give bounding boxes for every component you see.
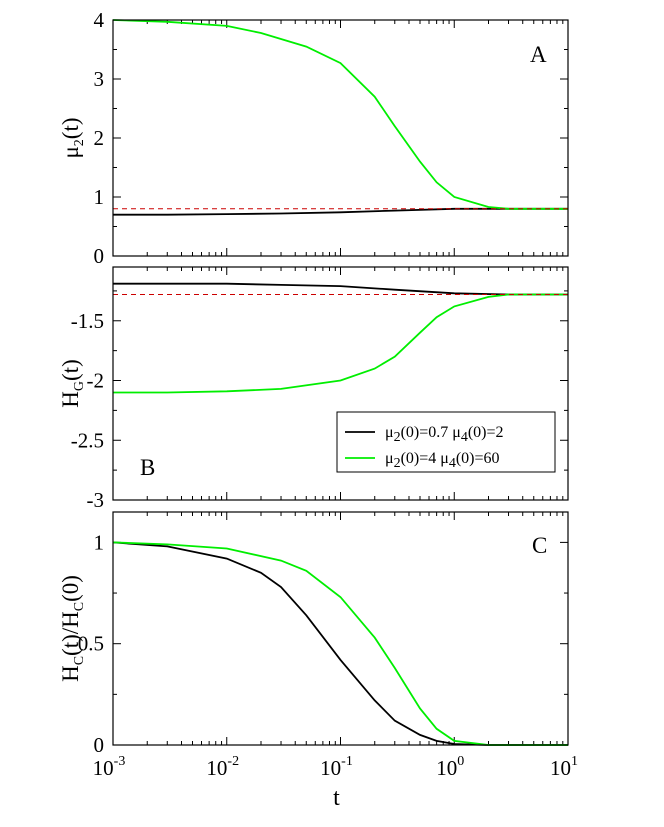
y-axis-label: HG(t) — [58, 359, 87, 407]
legend-sub: 2 — [394, 430, 401, 445]
xtick-exp: 1 — [571, 754, 578, 769]
legend-entry-label: μ2(0)=4 μ4(0)=60 — [385, 450, 500, 471]
xtick-exp: 0 — [457, 754, 464, 769]
series-line-1 — [112, 541, 568, 746]
plot-frame — [112, 511, 569, 746]
ylabel-base: H — [58, 391, 83, 408]
ylabel-sub: C — [72, 602, 87, 611]
ylabel-sub: G — [72, 381, 87, 391]
ylabel-sub: 2 — [72, 139, 87, 146]
legend-sub: 2 — [394, 456, 401, 471]
xtick-base: 10 — [320, 756, 341, 780]
legend-text: (0)=60 — [456, 450, 500, 467]
xtick-base: 10 — [550, 756, 571, 780]
y-tick-label: 1 — [94, 185, 105, 209]
ylabel-rest: (t) — [58, 359, 83, 381]
xtick-exp: -1 — [341, 754, 353, 769]
series-line-1 — [113, 282, 568, 296]
ylabel-sub: C — [72, 656, 87, 665]
legend-text: μ — [385, 450, 394, 467]
y-tick-label: 0.5 — [78, 632, 104, 656]
x-tick-label: 100 — [436, 754, 464, 780]
ylabel-rest: (t)/H — [58, 611, 83, 656]
legend-text: (0)=4 μ — [401, 450, 449, 467]
y-tick-label: -3 — [87, 488, 105, 512]
legend-sub: 4 — [461, 430, 468, 445]
y-tick-label: 0 — [94, 733, 105, 757]
y-tick-label: 1 — [94, 530, 105, 554]
xtick-base: 10 — [93, 756, 114, 780]
series-line-2 — [112, 541, 568, 746]
x-tick-label: 10-1 — [320, 754, 353, 780]
ylabel-rest: (t) — [58, 117, 83, 139]
panel-tag: A — [530, 42, 547, 67]
ylabel-rest: (0) — [58, 575, 83, 602]
series-line-1 — [113, 207, 568, 216]
legend-text: (0)=2 — [468, 424, 504, 441]
y-tick-label: 3 — [94, 67, 105, 91]
panel-tag: B — [140, 455, 155, 480]
y-tick-label: -2 — [87, 369, 105, 393]
series-line-2 — [112, 19, 568, 210]
x-tick-label: 10-3 — [93, 754, 126, 780]
plot-frame — [112, 266, 569, 501]
x-axis-label: t — [333, 785, 340, 811]
y-tick-label: 4 — [94, 8, 105, 32]
legend: μ2(0)=0.7 μ4(0)=2μ2(0)=4 μ4(0)=60 — [336, 411, 556, 473]
ylabel-base: μ — [58, 146, 83, 158]
xtick-base: 10 — [436, 756, 457, 780]
legend-box — [336, 411, 556, 473]
legend-entry-label: μ2(0)=0.7 μ4(0)=2 — [385, 424, 504, 445]
x-tick-label: 10-2 — [206, 754, 239, 780]
y-tick-label: -1.5 — [71, 309, 104, 333]
xtick-exp: -3 — [114, 754, 126, 769]
xtick-base: 10 — [206, 756, 227, 780]
legend-text: μ — [385, 424, 394, 441]
xtick-exp: -2 — [227, 754, 239, 769]
y-axis-label: μ2(t) — [58, 117, 87, 158]
y-axis-label: HC(t)/HC(0) — [58, 575, 87, 682]
y-tick-label: -2.5 — [71, 428, 104, 452]
panel-tag: C — [532, 533, 547, 558]
y-tick-label: 2 — [94, 126, 105, 150]
legend-text: (0)=0.7 μ — [401, 424, 461, 441]
series-line-2 — [113, 293, 568, 394]
y-tick-label: 0 — [94, 244, 105, 268]
ylabel-base: H — [58, 665, 83, 682]
x-tick-label: 101 — [550, 754, 578, 780]
plot-frame — [112, 19, 569, 257]
legend-sub: 4 — [449, 456, 456, 471]
